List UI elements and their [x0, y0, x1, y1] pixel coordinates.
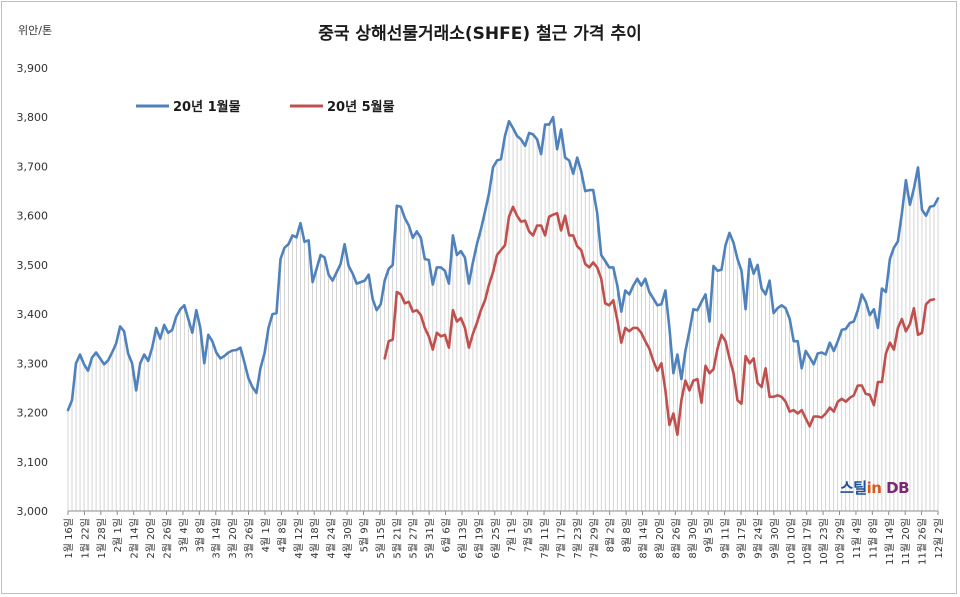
- x-tick-label: 11월 20일: [900, 518, 912, 565]
- x-tick-label: 7월 11일: [539, 518, 551, 559]
- x-tick-label: 11월 4일: [851, 518, 863, 559]
- x-tick-label: 5월 31일: [424, 518, 436, 559]
- legend: 20년 1월물 20년 5월물: [136, 99, 395, 115]
- x-tick-label: 10월 23일: [818, 518, 830, 565]
- y-tick-label: 3,900: [17, 62, 49, 75]
- y-tick-label: 3,000: [17, 505, 49, 518]
- y-tick-label: 3,800: [17, 111, 49, 124]
- x-tick-label: 9월 24일: [752, 518, 764, 559]
- legend-label: 20년 5월물: [327, 99, 395, 115]
- series-line: [383, 205, 936, 437]
- x-tick-label: 4월 30일: [342, 518, 354, 559]
- y-unit-label: 위안/톤: [18, 24, 52, 37]
- x-tick-label: 4월 24일: [326, 518, 338, 559]
- x-tick-label: 5월 9일: [358, 518, 370, 552]
- x-tick-label: 11월 26일: [917, 518, 929, 565]
- series-lines: [66, 115, 940, 437]
- x-tick-label: 9월 5일: [703, 518, 715, 552]
- x-tick-label: 7월 17일: [555, 518, 567, 559]
- legend-label: 20년 1월물: [173, 99, 241, 115]
- drop-lines: [67, 117, 939, 511]
- x-tick-label: 9월 11일: [720, 518, 732, 559]
- x-tick-label: 5월 15일: [375, 518, 387, 559]
- x-tick-label: 7월 1일: [506, 518, 518, 552]
- y-tick-label: 3,600: [17, 210, 49, 223]
- y-tick-label: 3,400: [17, 308, 49, 321]
- x-tick-label: 8월 20일: [654, 518, 666, 559]
- x-tick-label: 4월 8일: [276, 518, 288, 552]
- x-tick-label: 8월 26일: [670, 518, 682, 559]
- x-tick-label: 5월 27일: [408, 518, 420, 559]
- x-tick-label: 8월 8일: [621, 518, 633, 552]
- x-tick-label: 2월 1일: [112, 518, 124, 552]
- x-tick-label: 10월 10일: [785, 518, 797, 565]
- x-tick-label: 10월 17일: [802, 518, 814, 565]
- x-tick-label: 3월 26일: [244, 518, 256, 559]
- x-tick-label: 6월 19일: [473, 518, 485, 559]
- x-tick-label: 6월 13일: [457, 518, 469, 559]
- x-tick-label: 2월 20일: [145, 518, 157, 559]
- x-tick-label: 1월 28일: [96, 518, 108, 559]
- x-tick-label: 10월 29일: [835, 518, 847, 565]
- x-tick-label: 11월 14일: [884, 518, 896, 565]
- x-tick-label: 8월 14일: [638, 518, 650, 559]
- x-tick-label: 6월 25일: [490, 518, 502, 559]
- x-tick-label: 12월 2일: [933, 518, 945, 559]
- x-tick-label: 8월 30일: [687, 518, 699, 559]
- x-tick-label: 1월 16일: [63, 518, 75, 559]
- y-tick-label: 3,700: [17, 160, 49, 173]
- x-tick-label: 6월 6일: [441, 518, 453, 552]
- y-tick-label: 3,100: [17, 456, 49, 469]
- x-tick-label: 7월 29일: [588, 518, 600, 559]
- x-tick-label: 1월 22일: [79, 518, 91, 559]
- x-tick-label: 8월 2일: [605, 518, 617, 552]
- x-tick-label: 3월 14일: [211, 518, 223, 559]
- x-tick-label: 4월 18일: [309, 518, 321, 559]
- series-line: [66, 115, 940, 412]
- x-tick-label: 9월 17일: [736, 518, 748, 559]
- x-tick-label: 3월 4일: [178, 518, 190, 552]
- x-tick-label: 3월 20일: [227, 518, 239, 559]
- x-tick-label: 11월 8일: [867, 518, 879, 559]
- x-tick-label: 2월 14일: [129, 518, 141, 559]
- x-axis-ticks: 1월 16일 1월 22일 1월 28일 2월 1일 2월 14일 2월 20일 2월 26…: [63, 511, 945, 565]
- y-tick-label: 3,300: [17, 357, 49, 370]
- y-tick-label: 3,200: [17, 407, 49, 420]
- x-tick-label: 2월 26일: [161, 518, 173, 559]
- x-tick-label: 3월 8일: [194, 518, 206, 552]
- x-tick-label: 4월 1일: [260, 518, 272, 552]
- x-tick-label: 7월 5일: [523, 518, 535, 552]
- x-tick-label: 5월 21일: [391, 518, 403, 559]
- steelindb-logo: 스틸in DB: [840, 479, 910, 497]
- x-tick-label: 9월 30일: [769, 518, 781, 559]
- chart-title: 중국 상해선물거래소(SHFE) 철근 가격 추이: [318, 24, 642, 44]
- y-axis-ticks: 3,000 3,100 3,200 3,300 3,400 3,500 3,600 3,700…: [17, 62, 49, 518]
- x-tick-label: 7월 23일: [572, 518, 584, 559]
- y-tick-label: 3,500: [17, 259, 49, 272]
- x-tick-label: 4월 12일: [293, 518, 305, 559]
